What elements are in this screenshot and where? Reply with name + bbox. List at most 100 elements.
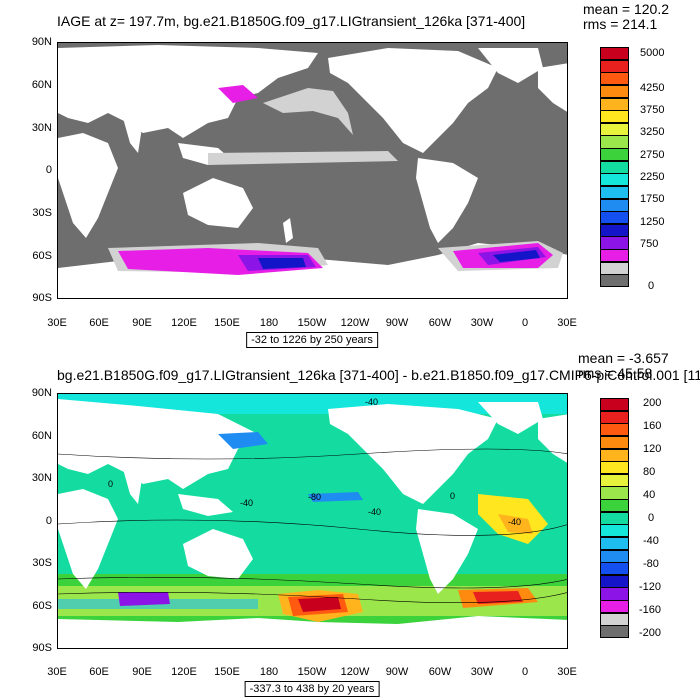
panel2-xtick: 30E: [557, 666, 577, 678]
panel2-ytick: 60N: [31, 430, 52, 442]
panel1-ytick: 90N: [31, 36, 52, 48]
panel2-contour-label: -40: [365, 397, 379, 407]
colorbar-swatch: [600, 223, 629, 237]
panel2-colorbar-label: -160: [639, 604, 662, 616]
panel2-map: [57, 393, 568, 649]
panel1-xtick: 30E: [557, 317, 577, 329]
colorbar-swatch: [600, 160, 629, 174]
panel2-colorbar-label: -200: [639, 627, 662, 639]
panel2-map-canvas: [58, 394, 567, 648]
panel2-colorbar: [600, 398, 629, 639]
panel1-ytick: 60S: [32, 250, 52, 262]
panel1-ytick: 30S: [32, 207, 52, 219]
panel1-xtick: 60W: [428, 317, 452, 329]
panel1-colorbar-label: 3750: [640, 104, 665, 116]
panel1-colorbar: [600, 47, 629, 288]
panel1-mean: mean = 120.2: [583, 1, 670, 17]
panel2-contour-label: -40: [240, 498, 254, 508]
panel2-xtick: 90E: [132, 666, 152, 678]
panel1-xtick: 150E: [214, 317, 240, 329]
colorbar-swatch: [600, 423, 629, 437]
colorbar-swatch: [600, 398, 629, 412]
panel2-title: bg.e21.B1850G.f09_g17.LIGtransient_126ka…: [57, 367, 700, 383]
panel2-xtick: 150W: [297, 666, 327, 678]
panel1-xtick: 120E: [171, 317, 197, 329]
panel2-xtick: 180: [259, 666, 279, 678]
panel2-colorbar-label: -120: [639, 581, 662, 593]
panel1-title: IAGE at z= 197.7m, bg.e21.B1850G.f09_g17…: [57, 13, 526, 29]
panel2-xtick: 90W: [385, 666, 409, 678]
panel1-xtick: 30E: [47, 317, 67, 329]
panel2-xtick: 120E: [171, 666, 197, 678]
panel1-xtick: 120W: [340, 317, 370, 329]
panel1-range-label: -32 to 1226 by 250 years: [246, 332, 378, 348]
panel1-colorbar-label: 3250: [640, 126, 665, 138]
panel1-map-canvas: [58, 43, 567, 298]
colorbar-swatch: [600, 261, 629, 275]
colorbar-swatch: [600, 110, 629, 124]
panel1-colorbar-label: 750: [640, 238, 659, 250]
colorbar-swatch: [600, 600, 629, 614]
panel2-range-label: -337.3 to 438 by 20 years: [244, 681, 380, 697]
panel1-colorbar-label: 2250: [640, 171, 665, 183]
panel1-colorbar-label: 1250: [640, 216, 665, 228]
panel2-contour-label: 0: [450, 491, 456, 501]
colorbar-swatch: [600, 486, 629, 500]
colorbar-swatch: [600, 574, 629, 588]
colorbar-swatch: [600, 499, 629, 513]
panel2-colorbar-label: 80: [643, 466, 656, 478]
panel2-ytick: 90N: [31, 387, 52, 399]
panel2-xtick: 150E: [214, 666, 240, 678]
colorbar-swatch: [600, 612, 629, 626]
panel2-colorbar-label: 160: [643, 420, 662, 432]
panel2-xtick: 30W: [470, 666, 494, 678]
colorbar-swatch: [600, 511, 629, 525]
panel1-ytick: 90S: [32, 292, 52, 304]
colorbar-swatch: [600, 236, 629, 250]
panel2-xtick: 120W: [340, 666, 370, 678]
panel2-contour-label: -80: [308, 492, 322, 502]
colorbar-swatch: [600, 59, 629, 73]
colorbar-swatch: [600, 97, 629, 111]
panel2-contour-label: -40: [368, 507, 382, 517]
panel2-colorbar-label: -40: [643, 535, 659, 547]
panel2-xtick: 0: [521, 666, 529, 678]
colorbar-swatch: [600, 173, 629, 187]
panel1-xtick: 0: [521, 317, 529, 329]
panel2-ytick: 30N: [31, 472, 52, 484]
panel2-ytick: 90S: [32, 642, 52, 654]
colorbar-swatch: [600, 536, 629, 551]
panel1-colorbar-label: 4250: [640, 82, 665, 94]
colorbar-swatch: [600, 274, 629, 288]
colorbar-swatch: [600, 135, 629, 149]
panel1-colorbar-label: 5000: [640, 47, 665, 59]
colorbar-swatch: [600, 148, 629, 162]
panel1-colorbar-label: 2750: [640, 149, 665, 161]
colorbar-swatch: [600, 410, 629, 424]
panel1-xtick: 30W: [470, 317, 494, 329]
panel2-colorbar-label: 120: [643, 443, 662, 455]
panel2-ytick: 30S: [32, 557, 52, 569]
panel2-colorbar-label: 0: [648, 512, 655, 524]
panel2-colorbar-label: -80: [643, 558, 659, 570]
colorbar-swatch: [600, 198, 629, 212]
panel1-colorbar-label: 1750: [640, 193, 665, 205]
panel1-map: [57, 42, 568, 299]
colorbar-swatch: [600, 562, 629, 576]
panel2-contour-label: -40: [508, 517, 522, 527]
colorbar-swatch: [600, 122, 629, 136]
panel2-xtick: 60W: [428, 666, 452, 678]
colorbar-swatch: [600, 435, 629, 450]
panel1-xtick: 90W: [385, 317, 409, 329]
panel2-ytick: 0: [45, 515, 52, 527]
colorbar-swatch: [600, 448, 629, 462]
colorbar-swatch: [600, 47, 629, 61]
panel1-xtick: 180: [259, 317, 279, 329]
panel2-contour-label: 0: [108, 479, 114, 489]
colorbar-swatch: [600, 72, 629, 86]
panel2-xtick: 60E: [89, 666, 109, 678]
panel1-ytick: 60N: [31, 79, 52, 91]
panel2-colorbar-label: 200: [643, 397, 662, 409]
colorbar-swatch: [600, 461, 629, 475]
panel2-mean: mean = -3.657: [578, 350, 669, 366]
